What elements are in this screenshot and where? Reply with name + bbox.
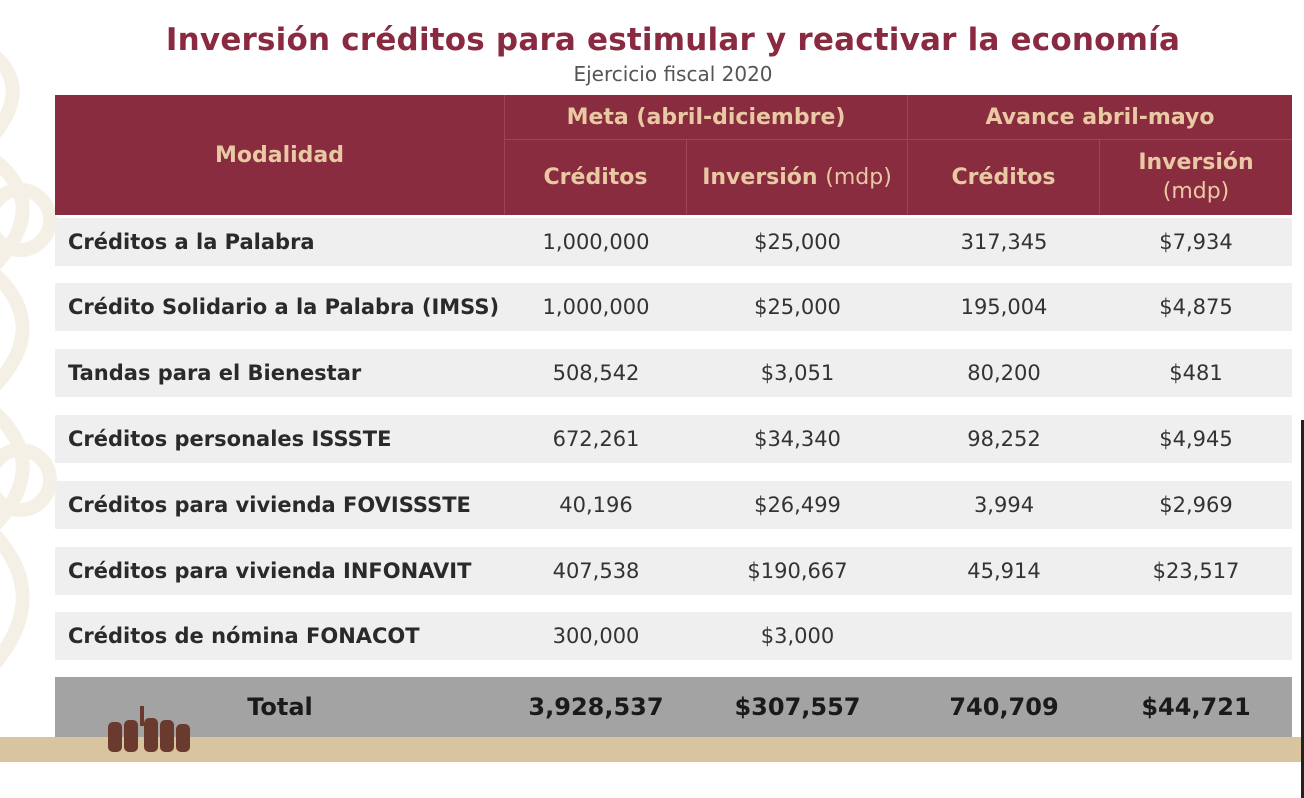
cell-meta-creditos: 672,261	[552, 427, 640, 451]
cell-meta-inversion: $25,000	[754, 230, 841, 254]
cell-modalidad: Créditos personales ISSSTE	[68, 427, 392, 451]
cell-modalidad: Créditos para vivienda FOVISSSTE	[68, 493, 471, 517]
cell-meta-creditos: 1,000,000	[542, 295, 650, 319]
footer-band	[0, 737, 1304, 762]
cell-modalidad: Créditos a la Palabra	[68, 230, 315, 254]
header-group-meta: Meta (abril-diciembre)	[505, 95, 908, 140]
header-inversion-label: Inversión	[702, 165, 818, 190]
cell-meta-creditos: 300,000	[552, 624, 640, 648]
cell-avance-inversion: $23,517	[1152, 559, 1240, 583]
header-modalidad: Modalidad	[55, 95, 505, 215]
total-label: Total	[247, 693, 313, 721]
cell-avance-creditos: 98,252	[967, 427, 1041, 451]
screen-edge	[1301, 420, 1304, 798]
cell-avance-creditos: 45,914	[967, 559, 1041, 583]
header-mdp-label: (mdp)	[825, 165, 892, 190]
total-row: Total 3,928,537 $307,557 740,709 $44,721	[55, 677, 1292, 737]
header-group-avance: Avance abril-mayo	[908, 95, 1292, 140]
header-avance-creditos: Créditos	[908, 140, 1100, 215]
government-logo	[108, 706, 190, 752]
cell-modalidad: Créditos para vivienda INFONAVIT	[68, 559, 472, 583]
header-meta-inversion: Inversión (mdp)	[687, 140, 908, 215]
cell-modalidad: Crédito Solidario a la Palabra (IMSS)	[68, 295, 500, 319]
cell-avance-creditos: 80,200	[967, 361, 1041, 385]
cell-meta-inversion: $34,340	[754, 427, 841, 451]
cell-avance-inversion	[1100, 612, 1292, 660]
total-avance-creditos: 740,709	[949, 693, 1059, 721]
cell-meta-creditos: 508,542	[552, 361, 640, 385]
table-row: Créditos para vivienda INFONAVIT 407,538 $…	[55, 547, 1292, 595]
cell-avance-creditos	[908, 612, 1100, 660]
total-avance-inversion: $44,721	[1141, 693, 1251, 721]
cell-modalidad: Tandas para el Bienestar	[68, 361, 362, 385]
total-meta-creditos: 3,928,537	[528, 693, 664, 721]
cell-meta-inversion: $3,051	[760, 361, 835, 385]
cell-avance-inversion: $7,934	[1159, 230, 1233, 254]
cell-avance-inversion: $2,969	[1159, 493, 1233, 517]
table-row: Créditos para vivienda FOVISSSTE 40,196 $2…	[55, 481, 1292, 529]
cell-avance-inversion: $4,945	[1159, 427, 1233, 451]
cell-avance-inversion: $4,875	[1159, 295, 1233, 319]
header-inversion-label: Inversión	[1138, 149, 1254, 175]
table-row: Créditos de nómina FONACOT 300,000 $3,000	[55, 612, 1292, 660]
table-row: Crédito Solidario a la Palabra (IMSS) 1,0…	[55, 283, 1292, 331]
cell-meta-inversion: $25,000	[754, 295, 841, 319]
cell-meta-inversion: $26,499	[754, 493, 841, 517]
table-row: Créditos a la Palabra 1,000,000 $25,000 317…	[55, 218, 1292, 266]
cell-avance-creditos: 3,994	[973, 493, 1035, 517]
cell-meta-inversion: $3,000	[760, 624, 835, 648]
header-mdp-label: (mdp)	[1162, 178, 1230, 204]
cell-meta-inversion: $190,667	[747, 559, 848, 583]
cell-avance-inversion: $481	[1169, 361, 1223, 385]
cell-meta-creditos: 407,538	[552, 559, 640, 583]
page-title: Inversión créditos para estimular y reac…	[165, 22, 1181, 58]
table-row: Créditos personales ISSSTE 672,261 $34,340…	[55, 415, 1292, 463]
header-avance-inversion: Inversión (mdp)	[1100, 140, 1292, 215]
total-meta-inversion: $307,557	[734, 693, 861, 721]
table-row: Tandas para el Bienestar 508,542 $3,051 80,…	[55, 349, 1292, 397]
cell-meta-creditos: 1,000,000	[542, 230, 650, 254]
cell-meta-creditos: 40,196	[559, 493, 633, 517]
cell-avance-creditos: 317,345	[960, 230, 1048, 254]
header-meta-creditos: Créditos	[505, 140, 687, 215]
cell-modalidad: Créditos de nómina FONACOT	[68, 624, 420, 648]
page-subtitle: Ejercicio fiscal 2020	[573, 62, 773, 86]
cell-avance-creditos: 195,004	[960, 295, 1048, 319]
background-pattern	[0, 51, 57, 669]
